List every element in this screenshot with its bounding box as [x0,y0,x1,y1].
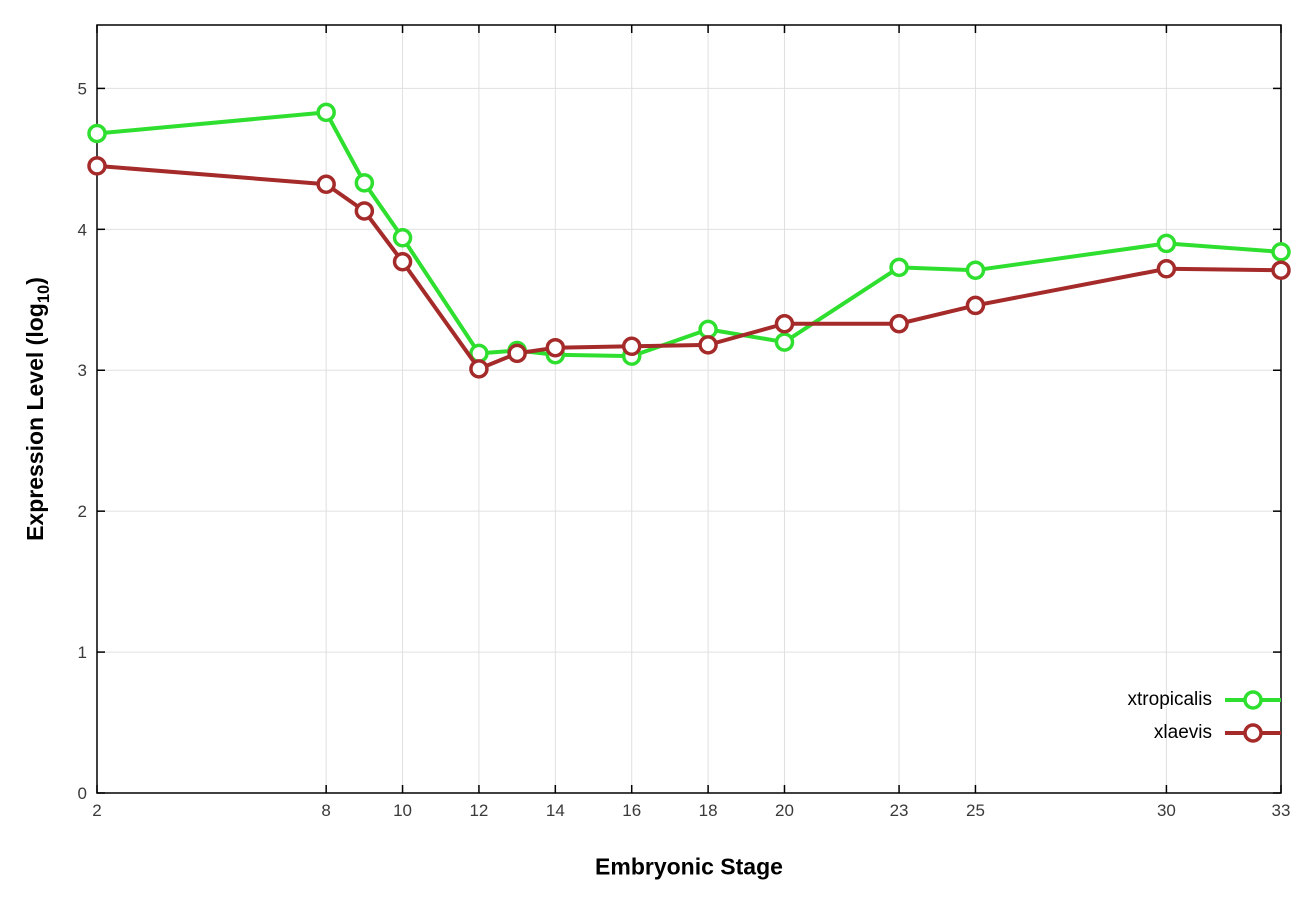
series-xtropicalis-marker [392,228,413,248]
series-xtropicalis-marker [316,102,336,123]
y-tick-label: 3 [78,361,87,380]
x-tick-label: 23 [890,801,909,820]
series-xtropicalis-marker [698,319,718,340]
x-tick-label: 30 [1157,801,1176,820]
series-xlaevis-marker [87,156,107,176]
x-tick-label: 10 [393,801,412,820]
series-xlaevis-marker [354,201,375,221]
series-xtropicalis-marker [889,257,909,278]
series-xtropicalis-marker [354,173,375,193]
y-tick-label: 0 [78,784,87,803]
legend-sample-marker [1243,723,1263,743]
y-axis-label-prefix: Expression Level (log [22,303,49,541]
series-xtropicalis-marker [774,332,795,352]
x-tick-label: 25 [966,801,985,820]
series-xlaevis-marker [1271,260,1291,280]
series-xlaevis-marker [507,343,527,364]
series-xlaevis-marker [469,359,489,379]
series-xlaevis-marker [545,337,566,358]
series-xtropicalis-marker [965,260,986,280]
plot-border [96,24,1282,794]
series-xtropicalis-line [95,110,1283,359]
legend-sample-marker [1243,690,1263,710]
legend: xtropicalis xlaevis [1128,688,1282,745]
legend-entry-xtropicalis: xtropicalis [1128,688,1282,712]
legend-entry-xlaevis: xlaevis [1154,721,1282,745]
x-tick-label: 14 [546,801,565,820]
x-tick-label: 16 [622,801,641,820]
legend-sample-xtropicalis [1225,690,1281,710]
x-tick-label: 2 [92,801,101,820]
y-tick-label: 1 [78,643,87,662]
series-xlaevis-marker [774,313,795,334]
y-tick-label: 2 [78,502,87,521]
series-xtropicalis-marker [87,123,107,144]
legend-label: xtropicalis [1127,689,1212,710]
series-xlaevis-line [95,163,1283,371]
legend-sample-xlaevis [1225,723,1281,743]
x-tick-label: 8 [321,801,330,820]
y-axis-label: Expression Level (log10) [22,277,54,541]
y-tick-label: 5 [78,79,87,98]
x-tick-label: 20 [775,801,794,820]
series-xlaevis-marker [965,295,986,316]
y-axis-label-suffix: ) [22,277,49,285]
series-xlaevis-marker [1156,259,1177,279]
x-tick-label: 12 [469,801,488,820]
x-tick-label: 18 [699,801,718,820]
series-xlaevis-marker [889,313,909,334]
series-xlaevis-marker [316,174,336,194]
y-tick-label: 4 [78,220,87,239]
series-xlaevis-marker [392,251,413,272]
y-axis-label-subscript: 10 [33,284,53,304]
series-xlaevis-marker [698,335,718,355]
series-xtropicalis-marker [1156,233,1177,254]
series-xtropicalis-marker [1271,242,1291,262]
legend-label: xlaevis [1153,722,1212,743]
series-xlaevis-marker [621,336,642,357]
x-tick-label: 33 [1272,801,1291,820]
x-axis-label: Embryonic Stage [595,853,783,880]
